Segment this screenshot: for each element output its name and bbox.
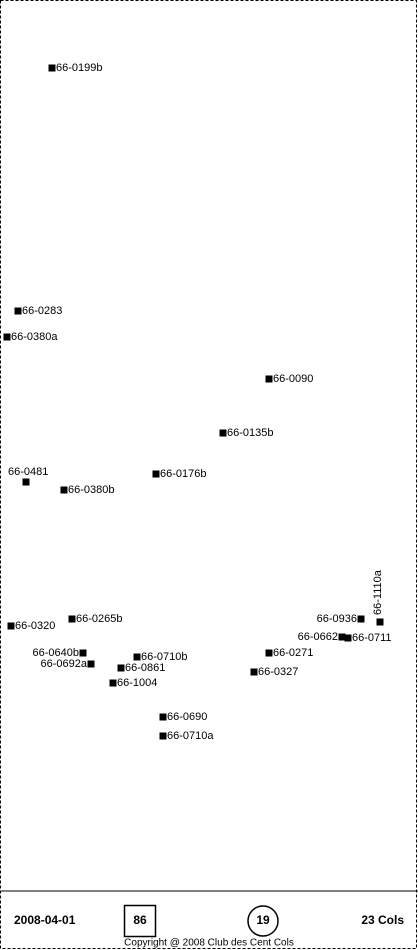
point-label: 66-0135b xyxy=(227,427,274,439)
point-label: 66-0710b xyxy=(141,651,188,663)
marker xyxy=(117,664,125,672)
marker xyxy=(79,649,87,657)
marker xyxy=(357,615,365,623)
point-label: 66-0936 xyxy=(317,613,357,625)
marker xyxy=(338,633,346,641)
marker xyxy=(152,470,160,478)
marker xyxy=(250,668,258,676)
date: 2008-04-01 xyxy=(14,913,76,927)
point-label: 66-0320 xyxy=(15,620,55,632)
marker xyxy=(7,622,15,630)
point-label: 66-0481 xyxy=(8,466,48,478)
point-label: 66-0711 xyxy=(352,632,392,644)
marker xyxy=(87,660,95,668)
marker xyxy=(159,713,167,721)
circle xyxy=(247,905,279,937)
point-label: 66-0380a xyxy=(11,331,58,343)
point-label: 66-0640b xyxy=(33,647,80,659)
marker xyxy=(68,615,76,623)
marker xyxy=(48,64,56,72)
point-label: 66-1110a xyxy=(372,569,384,615)
point-label: 66-1004 xyxy=(117,677,157,689)
point-label: 66-0176b xyxy=(160,468,207,480)
marker xyxy=(344,634,352,642)
point-label: 66-0690 xyxy=(167,711,207,723)
marker xyxy=(265,649,273,657)
point-label: 66-0692a xyxy=(41,658,88,670)
point-label: 66-0283 xyxy=(22,305,62,317)
marker xyxy=(60,486,68,494)
point-label: 66-0327 xyxy=(258,666,298,678)
marker xyxy=(14,307,22,315)
marker xyxy=(133,653,141,661)
marker xyxy=(376,618,384,626)
point-label: 66-0662 xyxy=(298,631,338,643)
box-count: 86 xyxy=(133,913,147,927)
point-label: 66-0380b xyxy=(68,484,115,496)
marker xyxy=(109,679,117,687)
point-label: 66-0710a xyxy=(167,730,214,742)
copyright: Copyright @ 2008 Club des Cent Cols xyxy=(124,938,294,949)
cols-count: 23 Cols xyxy=(361,913,404,927)
point-label: 66-0090 xyxy=(273,373,313,385)
marker xyxy=(22,478,30,486)
point-label: 66-0199b xyxy=(56,62,103,74)
point-label: 66-0265b xyxy=(76,613,123,625)
marker xyxy=(3,333,11,341)
box xyxy=(123,904,157,938)
point-label: 66-0271 xyxy=(273,647,313,659)
circle-count: 19 xyxy=(256,913,270,927)
marker xyxy=(265,375,273,383)
marker xyxy=(219,429,227,437)
marker xyxy=(159,732,167,740)
point-label: 66-0861 xyxy=(125,662,165,674)
